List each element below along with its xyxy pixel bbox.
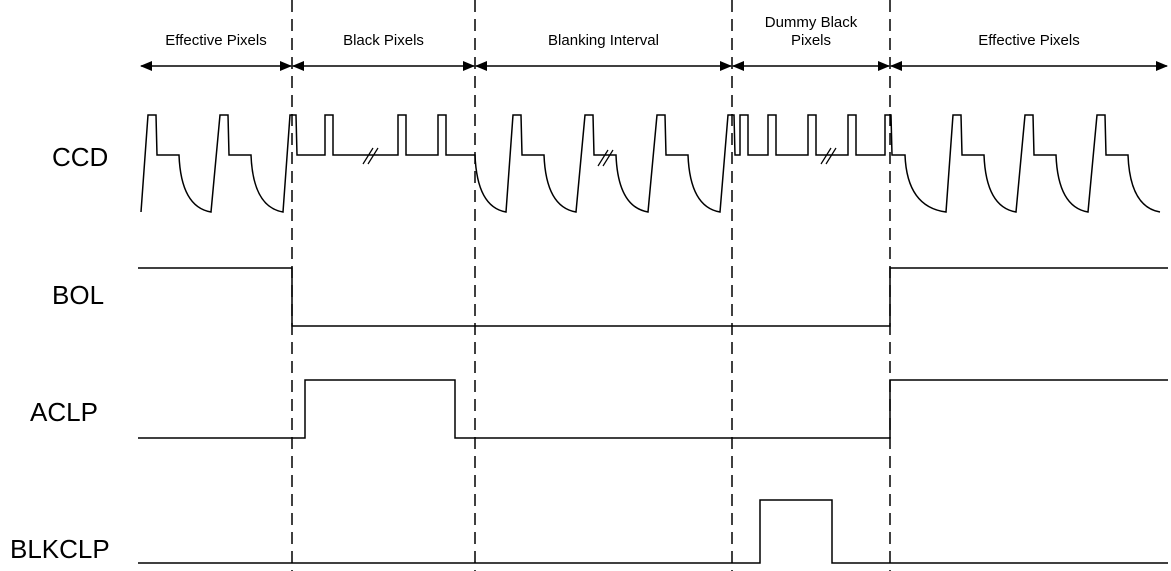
- signal-label: CCD: [52, 142, 109, 172]
- aclp-wave: [138, 379, 1168, 439]
- ccd-wave: [140, 114, 1161, 213]
- section-label: Dummy Black Pixels: [732, 4, 890, 50]
- section-label-text: Dummy Black Pixels: [764, 14, 858, 49]
- section-label-text: Effective Pixels: [978, 32, 1080, 49]
- boundaries: [291, 0, 891, 571]
- section-label-text: Black Pixels: [343, 32, 424, 49]
- bol-wave: [138, 267, 1168, 327]
- break-marks: [362, 147, 837, 167]
- signal-label: BOL: [52, 280, 105, 310]
- section-label: Blanking Interval: [475, 4, 732, 50]
- section-label: Effective Pixels: [140, 4, 292, 50]
- signal-label: BLKCLP: [10, 534, 110, 564]
- section-label: Black Pixels: [292, 4, 475, 50]
- signal-label: ACLP: [30, 397, 98, 427]
- section-label-text: Blanking Interval: [548, 32, 659, 49]
- section-label-text: Effective Pixels: [165, 32, 267, 49]
- section-label: Effective Pixels: [890, 4, 1168, 50]
- blkclp-wave: [138, 499, 1168, 564]
